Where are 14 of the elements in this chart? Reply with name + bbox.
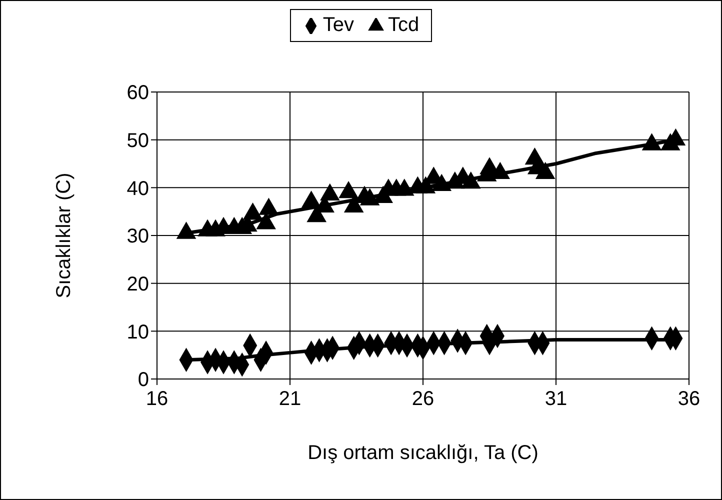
x-tick-label: 31 <box>544 388 568 410</box>
x-tick-label: 36 <box>678 388 700 410</box>
x-axis-title: Dış ortam sıcaklığı, Ta (C) <box>308 442 538 464</box>
y-tick-label: 40 <box>126 178 149 200</box>
legend-label: Tev <box>322 14 354 37</box>
y-tick-label: 20 <box>126 273 149 296</box>
y-tick-label: 10 <box>126 321 149 344</box>
x-tick-label: 26 <box>412 388 434 410</box>
y-tick-label: 30 <box>126 226 149 248</box>
y-tick-label: 60 <box>126 82 149 104</box>
y-axis-title: Sıcaklıklar (C) <box>53 172 76 298</box>
y-tick-label: 50 <box>126 130 149 152</box>
legend-label: Tcd <box>388 14 420 37</box>
x-tick-label: 21 <box>278 388 302 410</box>
